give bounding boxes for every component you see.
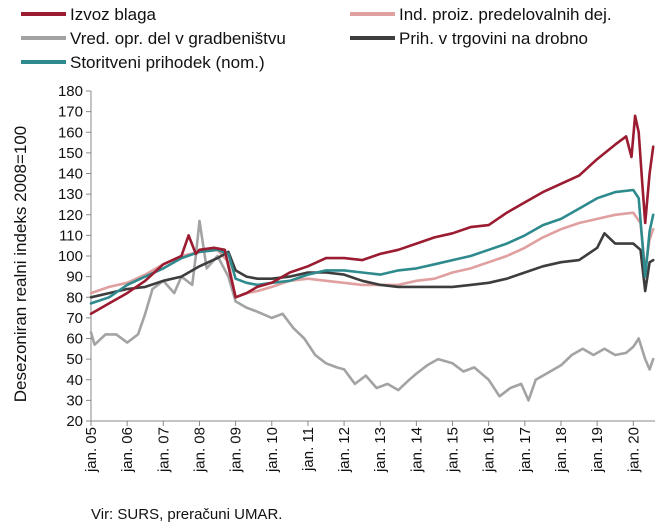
- y-tick-label: 140: [58, 166, 83, 183]
- legend-item-prih-v-trgovini-na-drobno: Prih. v trgovini na drobno: [350, 29, 588, 48]
- legend-item-ind-proiz-predelovalnih-dej: Ind. proiz. predelovalnih dej.: [350, 5, 612, 24]
- legend-item-vred-opr-del-v-gradbenistvu: Vred. opr. del v gradbeništvu: [21, 29, 286, 48]
- y-tick-label: 50: [66, 351, 83, 368]
- y-tick-label: 80: [66, 289, 83, 306]
- x-tick-label: jan. 13: [372, 427, 389, 473]
- legend-item-izvoz-blaga: Izvoz blaga: [21, 5, 157, 24]
- legend-label: Prih. v trgovini na drobno: [399, 29, 588, 48]
- y-tick-label: 100: [58, 248, 83, 265]
- y-tick-label: 160: [58, 124, 83, 141]
- y-axis-title: Desezoniran realni indeks 2008=100: [11, 126, 30, 402]
- y-tick-label: 60: [66, 331, 83, 348]
- y-tick-label: 30: [66, 392, 83, 409]
- y-tick-label: 90: [66, 269, 83, 286]
- x-tick-label: jan. 11: [300, 427, 317, 472]
- y-axis-ticks: 20 30 40 50 60 70 80 90 100 110 120 130 140 150 160 170…: [58, 83, 91, 430]
- series-line-vred-opr-del-v-gradbenistvu: [89, 219, 655, 402]
- series-line-storitveni-prihodek-nom: [89, 188, 655, 305]
- x-tick-label: jan. 15: [445, 427, 462, 473]
- y-tick-label: 120: [58, 207, 83, 224]
- legend-label: Ind. proiz. predelovalnih dej.: [399, 5, 612, 24]
- x-tick-label: jan. 20: [625, 427, 642, 473]
- y-tick-label: 70: [66, 310, 83, 327]
- y-tick-label: 130: [58, 186, 83, 203]
- series-lines: [89, 114, 655, 402]
- x-tick-label: jan. 14: [408, 427, 425, 473]
- legend-label: Storitveni prihodek (nom.): [70, 53, 265, 72]
- y-tick-label: 20: [66, 413, 83, 430]
- y-tick-label: 110: [59, 227, 83, 244]
- y-tick-label: 170: [58, 104, 83, 121]
- x-tick-label: jan. 06: [119, 427, 136, 473]
- x-tick-label: jan. 12: [336, 427, 353, 473]
- x-tick-label: jan. 09: [228, 427, 245, 473]
- series-line-prih-v-trgovini-na-drobno: [89, 232, 655, 299]
- legend: Izvoz blaga Ind. proiz. predelovalnih dej…: [21, 5, 612, 72]
- x-tick-label: jan. 19: [589, 427, 606, 473]
- legend-label: Vred. opr. del v gradbeništvu: [70, 29, 286, 48]
- x-tick-label: jan. 17: [517, 427, 534, 473]
- series-line-ind-proiz-predelovalnih-dej: [89, 211, 655, 299]
- series-line-izvoz-blaga: [89, 114, 655, 316]
- x-tick-label: jan. 16: [481, 427, 498, 473]
- y-tick-label: 150: [58, 145, 83, 162]
- x-tick-label: jan. 05: [83, 427, 100, 473]
- x-axis-ticks: jan. 05 jan. 06 jan. 07 jan. 08 jan. 09 jan. …: [83, 421, 642, 473]
- legend-label: Izvoz blaga: [70, 5, 157, 24]
- source-note: Vir: SURS, preračuni UMAR.: [91, 506, 282, 523]
- y-tick-label: 40: [66, 372, 83, 389]
- legend-item-storitveni-prihodek-nom: Storitveni prihodek (nom.): [21, 53, 265, 72]
- x-tick-label: jan. 07: [155, 427, 172, 473]
- x-tick-label: jan. 18: [553, 427, 570, 473]
- x-tick-label: jan. 08: [191, 427, 208, 473]
- x-tick-label: jan. 10: [264, 427, 281, 473]
- y-tick-label: 180: [58, 83, 83, 100]
